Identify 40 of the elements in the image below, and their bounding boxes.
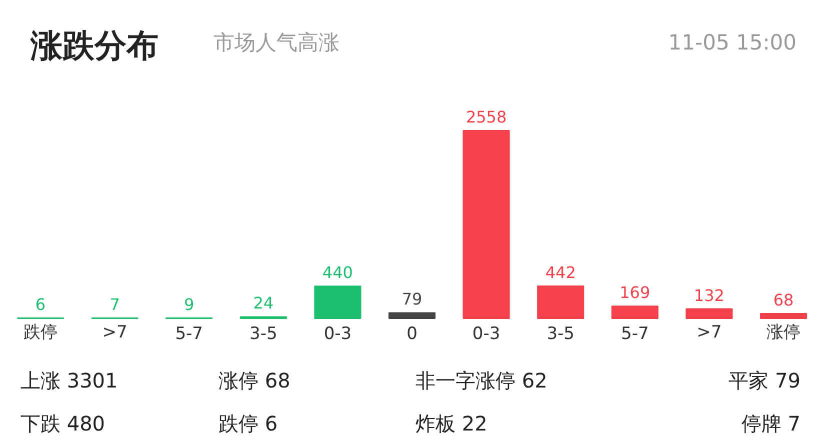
text: 炸板 22	[416, 412, 488, 436]
bar	[462, 130, 510, 319]
x-tick-label: 跌停	[24, 322, 58, 342]
x-tick-label: 3-5	[250, 324, 278, 344]
x-tick-label: 5-7	[175, 324, 203, 344]
chart-subtitle: 市场人气高涨	[214, 30, 340, 54]
data-label: 79	[402, 290, 422, 309]
x-tick-label: >7	[696, 322, 722, 342]
chart-title: 涨跌分布	[30, 26, 158, 64]
text: 平家 79	[728, 368, 801, 392]
bar	[686, 308, 733, 319]
data-label: 68	[773, 290, 794, 310]
x-tick-label: 5-7	[621, 324, 649, 344]
bar	[314, 286, 362, 319]
data-label: 442	[545, 263, 576, 282]
text: 上涨 3301	[20, 368, 118, 392]
x-tick-label: >7	[102, 322, 128, 342]
text: 跌停 6	[218, 412, 278, 436]
data-label: 440	[322, 263, 353, 282]
bar	[760, 313, 808, 319]
text: 下跌 480	[20, 412, 106, 436]
bar	[611, 306, 658, 319]
text: 11-05 15:00	[668, 30, 797, 54]
x-tick-label: 0-3	[324, 324, 352, 344]
bar	[537, 286, 584, 319]
x-tick-label: 0-3	[472, 324, 500, 344]
x-tick-label: 3-5	[546, 324, 574, 344]
data-label: 6	[35, 295, 46, 314]
data-label: 7	[110, 294, 120, 314]
data-label: 9	[184, 294, 194, 314]
data-label: 24	[253, 294, 274, 313]
text: 非一字涨停 62	[416, 368, 548, 392]
bar	[388, 312, 436, 319]
x-tick-label: 涨停	[766, 322, 800, 342]
x-tick-label: 0	[406, 324, 418, 344]
data-label: 169	[620, 283, 650, 302]
text: 停牌 7	[741, 412, 801, 436]
data-label: 132	[694, 286, 724, 305]
data-label: 2558	[466, 108, 507, 126]
text: 涨停 68	[218, 368, 290, 392]
